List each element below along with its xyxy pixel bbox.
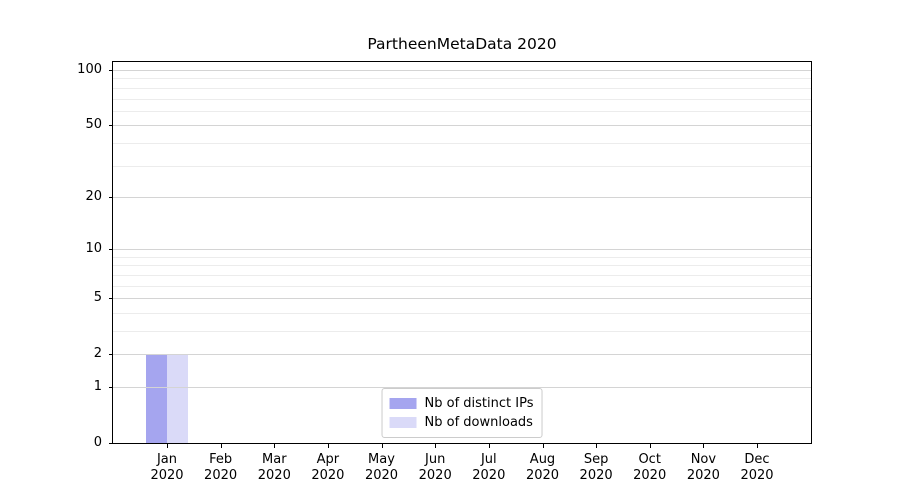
- gridline-major: [113, 298, 811, 300]
- x-tick-year: 2020: [633, 467, 667, 483]
- x-tick-mark: [649, 444, 651, 448]
- gridline-major: [113, 196, 811, 198]
- legend-item-distinct-ips: Nb of distinct IPs: [389, 394, 534, 413]
- x-tick-label: Mar 2020: [242, 452, 306, 483]
- legend-swatch-downloads: [389, 417, 417, 428]
- x-tick-mark: [167, 444, 168, 448]
- x-tick-month: Jan: [156, 452, 178, 467]
- gridline-major: [113, 387, 811, 388]
- bar-nb-of-distinct-ips: [146, 354, 167, 443]
- x-tick-year: 2020: [311, 467, 345, 483]
- x-tick-mark: [703, 444, 705, 448]
- x-tick-year: 2020: [472, 467, 506, 483]
- bar-nb-of-downloads: [167, 354, 188, 443]
- x-tick-month: Dec: [744, 452, 770, 467]
- gridline-minor: [113, 98, 811, 100]
- x-tick-label: May 2020: [350, 452, 414, 483]
- legend-label-downloads: Nb of downloads: [424, 415, 533, 430]
- x-tick-mark: [542, 444, 544, 448]
- y-axis-spine-left: [112, 61, 113, 444]
- chart-title: PartheenMetaData 2020: [367, 35, 557, 53]
- y-tick-mark: [109, 298, 113, 300]
- x-tick-month: Jun: [425, 452, 446, 467]
- x-tick-label: Sep 2020: [564, 452, 628, 483]
- y-tick-label: 10: [85, 241, 102, 257]
- x-tick-year: 2020: [686, 467, 720, 483]
- x-tick-month: Feb: [209, 452, 233, 467]
- y-tick-mark: [109, 443, 113, 444]
- x-tick-year: 2020: [740, 467, 774, 483]
- gridline-minor: [113, 165, 811, 167]
- x-tick-mark: [274, 444, 276, 448]
- gridline-minor: [113, 256, 811, 258]
- x-axis-spine-top: [112, 61, 812, 62]
- y-tick-mark: [109, 354, 113, 356]
- y-tick-mark: [109, 249, 113, 251]
- y-tick-label: 100: [77, 62, 102, 77]
- gridline-minor: [113, 87, 811, 89]
- x-tick-year: 2020: [257, 467, 291, 483]
- x-tick-year: 2020: [364, 467, 399, 483]
- x-tick-year: 2020: [579, 467, 613, 483]
- x-axis-spine-bottom: [112, 443, 812, 444]
- legend-item-downloads: Nb of downloads: [389, 413, 534, 432]
- gridline-minor: [113, 312, 811, 314]
- y-tick-mark: [109, 387, 113, 388]
- legend: Nb of distinct IPs Nb of downloads: [381, 388, 543, 438]
- y-axis-spine-right: [811, 61, 812, 444]
- x-tick-month: Oct: [638, 452, 661, 467]
- legend-label-distinct-ips: Nb of distinct IPs: [424, 396, 534, 411]
- x-tick-mark: [327, 444, 329, 448]
- gridline-minor: [113, 265, 811, 267]
- y-tick-mark: [109, 196, 113, 198]
- gridline-major: [113, 249, 811, 251]
- y-tick-label: 5: [93, 290, 102, 306]
- x-tick-month: Sep: [583, 452, 609, 467]
- x-tick-month: Apr: [316, 452, 340, 467]
- y-tick-label: 1: [93, 379, 102, 394]
- y-tick-label: 0: [93, 435, 102, 450]
- gridline-minor: [113, 331, 811, 332]
- gridline-minor: [113, 142, 811, 144]
- x-tick-mark: [220, 444, 222, 448]
- x-tick-label: Aug 2020: [511, 452, 575, 483]
- plot-area: Nb of distinct IPs Nb of downloads: [113, 61, 811, 443]
- y-tick-mark: [109, 70, 113, 71]
- x-tick-month: May: [368, 452, 395, 467]
- x-tick-mark: [488, 444, 490, 448]
- y-tick-label: 20: [85, 188, 102, 204]
- gridline-minor: [113, 78, 811, 80]
- gridline-minor: [113, 285, 811, 287]
- x-tick-mark: [435, 444, 437, 448]
- x-tick-label: Apr 2020: [296, 452, 360, 483]
- x-tick-year: 2020: [204, 467, 238, 483]
- x-tick-label: Jul 2020: [457, 452, 521, 483]
- gridline-major: [113, 354, 811, 356]
- x-tick-label: Jun 2020: [403, 452, 467, 483]
- x-tick-month: Mar: [262, 452, 287, 467]
- gridline-minor: [113, 110, 811, 112]
- x-tick-month: Jul: [480, 452, 497, 467]
- x-tick-mark: [596, 444, 598, 448]
- gridline-minor: [113, 274, 811, 276]
- gridline-major: [113, 125, 811, 127]
- x-tick-year: 2020: [150, 467, 184, 483]
- gridline-major: [113, 70, 811, 71]
- y-tick-mark: [109, 125, 113, 127]
- x-tick-year: 2020: [525, 467, 560, 483]
- x-tick-label: Jan 2020: [135, 452, 199, 483]
- x-tick-label: Dec 2020: [725, 452, 789, 483]
- x-tick-month: Aug: [529, 452, 556, 467]
- legend-swatch-distinct-ips: [389, 398, 417, 409]
- y-tick-label: 50: [85, 117, 102, 133]
- x-tick-label: Nov 2020: [671, 452, 735, 483]
- x-tick-year: 2020: [418, 467, 452, 483]
- x-tick-mark: [757, 444, 758, 448]
- x-tick-mark: [381, 444, 383, 448]
- x-tick-month: Nov: [690, 452, 717, 467]
- y-tick-label: 2: [93, 346, 102, 362]
- x-tick-label: Oct 2020: [618, 452, 682, 483]
- x-tick-label: Feb 2020: [189, 452, 253, 483]
